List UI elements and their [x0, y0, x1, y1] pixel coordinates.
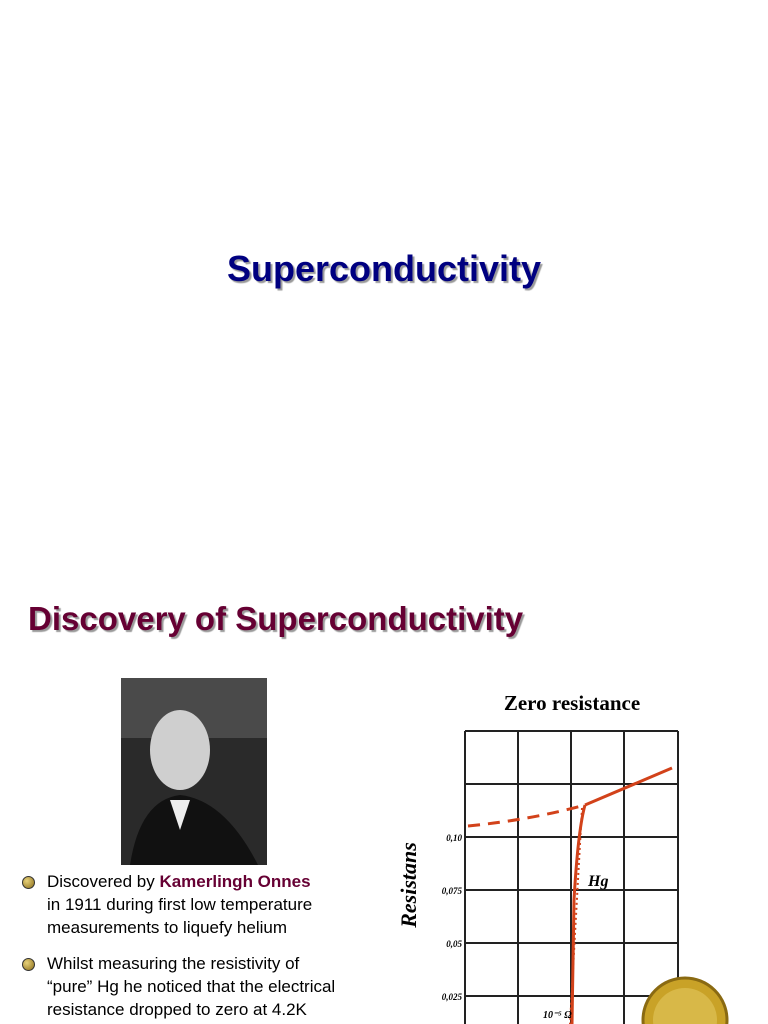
curve-label: Hg [587, 873, 608, 890]
bullet-line: Discovered by Kamerlingh Onnes [47, 870, 311, 893]
axis-label: Resistans [396, 842, 421, 929]
bullet-text: Discovered by [47, 872, 160, 891]
slide-title: Discovery of Superconductivity [28, 600, 524, 637]
tick-label: 0,075 [442, 886, 463, 896]
graph [464, 730, 679, 1024]
bullet-line: “pure” Hg he noticed that the electrical [47, 975, 335, 998]
portrait [121, 678, 267, 865]
bullet-dot [22, 958, 35, 971]
tick-label: 0,10 [446, 833, 462, 843]
bullet-text: in 1911 during first low temperature [47, 895, 313, 914]
bullet-text: Whilst measuring the resistivity of [47, 954, 300, 973]
curve [467, 766, 673, 1024]
bullet-text: resistance dropped to zero at 4.2K [47, 1000, 307, 1019]
bullet-line: in 1911 during first low temperature [47, 893, 312, 916]
bullet-dot [22, 876, 35, 889]
tick-label: 0,05 [446, 939, 462, 949]
bullet-line: measurements to liquefy helium [47, 916, 287, 939]
slide-title: Superconductivity [226, 248, 542, 289]
bullet-line: resistance dropped to zero at 4.2K [47, 998, 307, 1021]
bullet-line: Whilst measuring the resistivity of [47, 952, 299, 975]
tick-label: 0,025 [442, 992, 463, 1002]
bullet-text: Kamerlingh Onnes [159, 872, 311, 891]
medal [641, 976, 729, 1024]
bullet-text: measurements to liquefy helium [47, 918, 288, 937]
bullet-text: “pure” Hg he noticed that the electrical [47, 977, 336, 996]
figure-title: Zero resistance [504, 691, 640, 715]
unit-label: 10⁻⁵ Ω [543, 1010, 572, 1021]
